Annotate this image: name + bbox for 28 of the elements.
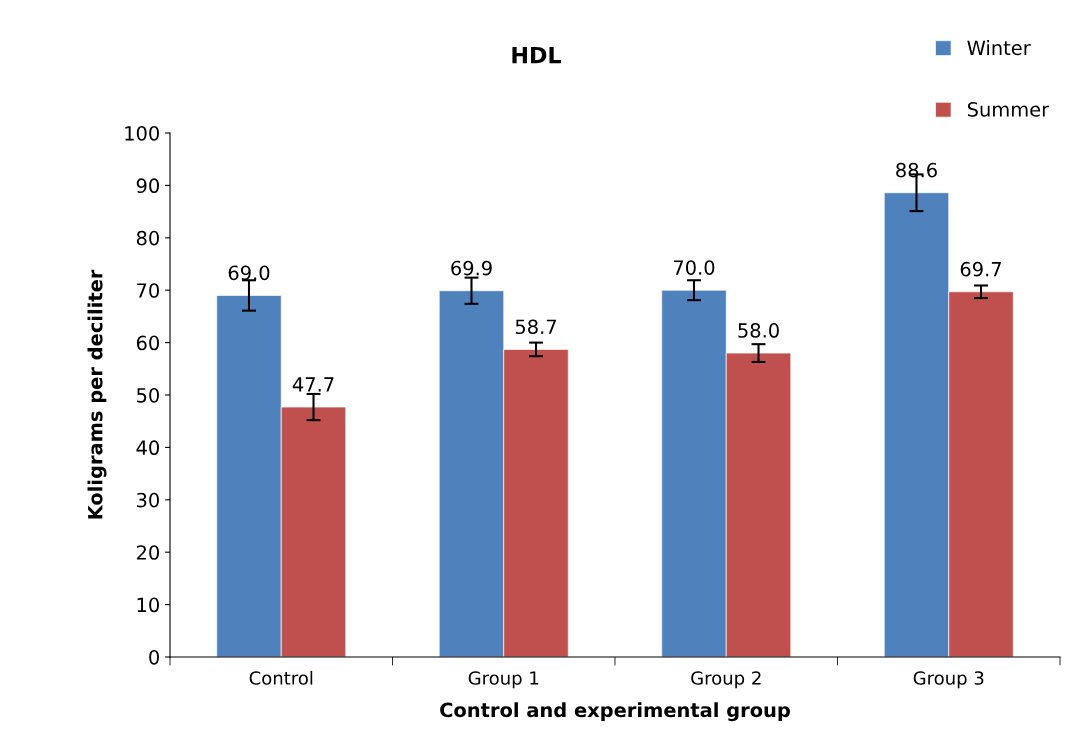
data-label: 69.7 <box>960 261 1001 277</box>
legend-label: Summer <box>967 102 1050 117</box>
y-tick-label: 80 <box>136 230 159 246</box>
y-tick-label: 10 <box>137 597 159 613</box>
y-tick-label: 20 <box>136 545 159 560</box>
legend-label: Winter <box>967 40 1031 56</box>
data-label: 88.6 <box>896 162 937 178</box>
data-label: 58.0 <box>738 323 779 338</box>
y-tick-label: 50 <box>137 387 159 403</box>
y-tick-label: 60 <box>136 335 159 351</box>
y-tick-label: 0 <box>149 649 159 665</box>
x-tick-label: Group 3 <box>913 671 984 689</box>
data-label: 69.9 <box>451 260 492 276</box>
y-tick-label: 90 <box>136 178 159 194</box>
y-tick-label: 70 <box>137 283 159 298</box>
data-label: 58.7 <box>515 319 556 335</box>
y-tick-label: 30 <box>137 492 159 508</box>
y-tick-label: 40 <box>136 440 159 456</box>
data-label: 47.7 <box>292 377 334 392</box>
data-label: 69.0 <box>228 265 270 281</box>
chart-title: HDL <box>512 46 561 64</box>
y-tick-label: 100 <box>125 125 159 141</box>
x-tick-label: Control <box>249 670 313 685</box>
y-axis-title: Koligrams per deciliter <box>87 269 107 519</box>
data-label: 70.0 <box>673 260 715 275</box>
x-axis-title: Control and experimental group <box>440 702 790 722</box>
x-tick-label: Group 2 <box>691 671 761 689</box>
x-tick-label: Group 1 <box>468 671 539 689</box>
